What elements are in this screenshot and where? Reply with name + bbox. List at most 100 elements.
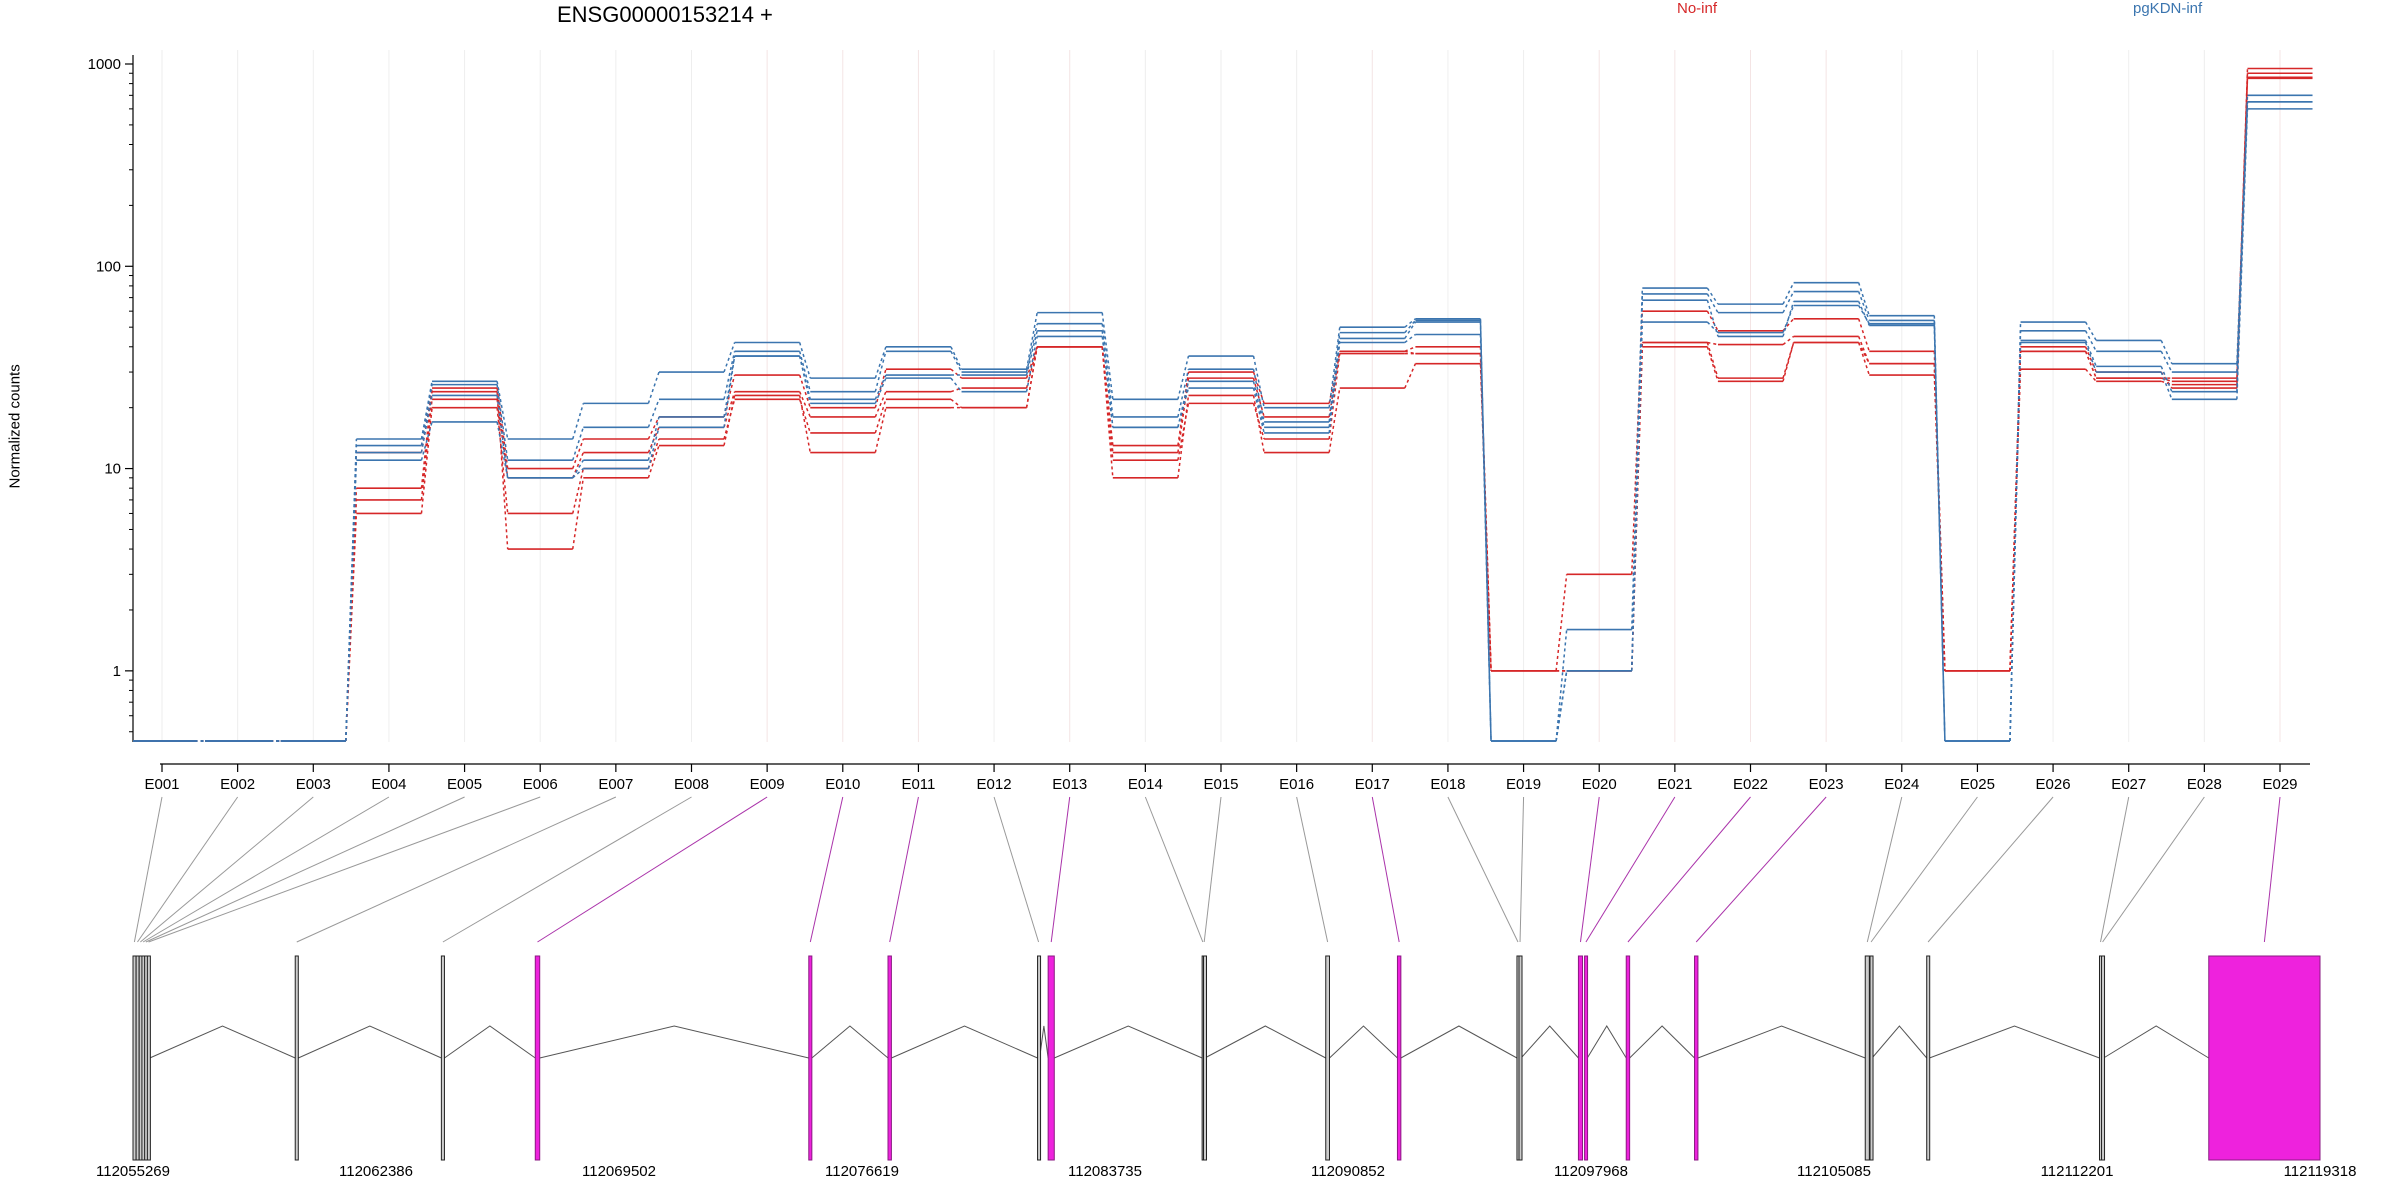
series-connector xyxy=(496,391,509,550)
exon-e006 xyxy=(146,955,151,1161)
x-tick-label-e014: E014 xyxy=(1128,776,1163,793)
series-connector xyxy=(950,398,963,409)
series-connector xyxy=(572,468,585,514)
series-connector xyxy=(2084,346,2097,373)
intron-22 xyxy=(1629,1025,1695,1059)
series-connector xyxy=(496,384,509,461)
genome-coord-label: 112083735 xyxy=(1068,1163,1142,1180)
series-connector xyxy=(2084,351,2097,379)
y-tick-label-100: 100 xyxy=(96,258,121,275)
series-connector xyxy=(950,368,963,379)
intron-25 xyxy=(1871,1025,1928,1059)
series-connector xyxy=(420,387,433,489)
intron-11 xyxy=(891,1025,1038,1059)
exon-e022 xyxy=(1625,955,1631,1161)
series-connector xyxy=(647,416,660,440)
series-connector xyxy=(1706,293,1719,314)
series-connector xyxy=(1782,342,1795,382)
legend-no-inf: No-inf xyxy=(1677,0,1718,17)
series-connector xyxy=(1706,342,1719,379)
series-connector xyxy=(1857,318,1870,352)
connector-e007 xyxy=(296,796,617,943)
exon-e016 xyxy=(1325,955,1331,1161)
series-connector xyxy=(1252,377,1265,418)
series-connector xyxy=(874,391,887,418)
x-tick-label-e027: E027 xyxy=(2111,776,2146,793)
connector-e001 xyxy=(133,796,163,943)
connector-e015 xyxy=(1203,796,1222,943)
series-connector xyxy=(1177,395,1190,478)
series-connector xyxy=(572,403,585,440)
series-connector xyxy=(1252,403,1265,440)
genome-coord-label: 112119318 xyxy=(2284,1163,2357,1180)
series-connector xyxy=(2084,342,2097,373)
x-tick-label-e021: E021 xyxy=(1657,776,1692,793)
connector-e009 xyxy=(537,796,768,943)
exon-e015 xyxy=(1203,955,1208,1161)
x-tick-label-e003: E003 xyxy=(296,776,331,793)
series-connector xyxy=(723,355,736,428)
series-connector xyxy=(647,399,660,428)
series-connector xyxy=(1252,369,1265,423)
series-connector xyxy=(1025,346,1038,408)
series-connector xyxy=(1101,346,1114,461)
series-connector xyxy=(1782,335,1795,346)
series-connector xyxy=(2160,371,2173,400)
x-tick-label-e013: E013 xyxy=(1052,776,1087,793)
intron-16 xyxy=(1329,1025,1398,1059)
series-connector xyxy=(420,421,433,461)
series-connector xyxy=(1555,629,1568,742)
x-tick-label-e007: E007 xyxy=(598,776,633,793)
intron-15 xyxy=(1204,1025,1326,1059)
series-connector xyxy=(723,351,736,400)
series-connector xyxy=(950,350,963,373)
series-connector xyxy=(420,399,433,500)
genome-coord-label: 112069502 xyxy=(582,1163,656,1180)
series-connector xyxy=(496,381,509,440)
x-tick-label-e011: E011 xyxy=(901,776,935,793)
connector-e027 xyxy=(2100,796,2130,943)
genome-coord-label: 112090852 xyxy=(1311,1163,1385,1180)
connector-e008 xyxy=(442,796,692,943)
series-connector xyxy=(1857,301,1870,326)
x-tick-label-e020: E020 xyxy=(1582,776,1617,793)
intron-6 xyxy=(149,1025,296,1059)
exon-e002 xyxy=(135,955,140,1161)
series-connector xyxy=(1025,346,1038,389)
connector-e004 xyxy=(142,796,390,943)
series-connector xyxy=(798,395,811,453)
series-connector xyxy=(572,438,585,469)
legend-pgkdn-inf: pgKDN-inf xyxy=(2133,0,2203,17)
series-connector xyxy=(950,387,962,393)
series-connector xyxy=(420,384,433,446)
x-tick-label-e009: E009 xyxy=(750,776,785,793)
x-tick-label-e004: E004 xyxy=(371,776,406,793)
x-tick-label-e019: E019 xyxy=(1506,776,1541,793)
x-tick-label-e024: E024 xyxy=(1884,776,1919,793)
series-connector xyxy=(496,387,509,469)
intron-23 xyxy=(1697,1025,1866,1059)
series-connector xyxy=(1630,311,1644,575)
x-tick-label-e029: E029 xyxy=(2262,776,2297,793)
connector-e026 xyxy=(1927,796,2054,943)
intron-28 xyxy=(2103,1025,2210,1059)
series-connector xyxy=(2160,350,2173,373)
x-tick-label-e015: E015 xyxy=(1203,776,1238,793)
exon-e011 xyxy=(887,955,892,1161)
exon-e023 xyxy=(1694,955,1699,1161)
series-connector xyxy=(1328,387,1341,453)
series-connector xyxy=(496,395,509,478)
series-connector xyxy=(1252,381,1265,428)
x-tick-label-e028: E028 xyxy=(2187,776,2222,793)
exon-e029 xyxy=(2208,955,2321,1161)
series-connector xyxy=(798,355,811,404)
connector-e028 xyxy=(2102,796,2205,943)
series-connector xyxy=(1404,363,1417,389)
x-tick-label-e025: E025 xyxy=(1960,776,1995,793)
x-tick-label-e001: E001 xyxy=(144,776,179,793)
series-connector xyxy=(2009,346,2022,671)
series-connector xyxy=(647,427,660,469)
connector-e025 xyxy=(1870,796,1978,943)
series-connector xyxy=(1252,395,1265,453)
